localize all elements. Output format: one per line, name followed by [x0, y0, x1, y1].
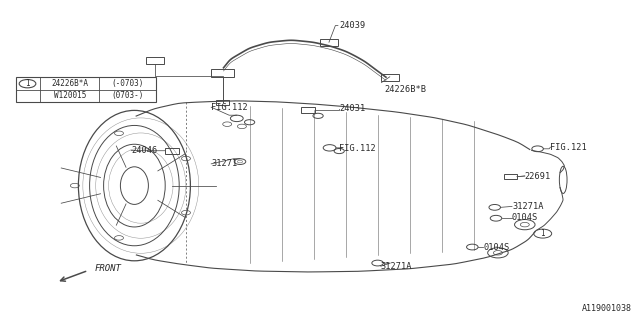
- Bar: [216, 100, 229, 105]
- Text: FIG.121: FIG.121: [550, 143, 587, 152]
- Text: 24226B*B: 24226B*B: [384, 85, 426, 94]
- Bar: [320, 39, 338, 46]
- Text: 24031: 24031: [339, 104, 365, 113]
- Bar: [16, 77, 156, 102]
- Text: (0703-): (0703-): [111, 92, 143, 100]
- Text: 1: 1: [25, 79, 30, 88]
- Bar: [504, 174, 517, 179]
- Text: 24226B*A: 24226B*A: [51, 79, 88, 88]
- Bar: [165, 148, 179, 154]
- Text: 31271: 31271: [211, 159, 237, 168]
- Bar: [146, 57, 164, 64]
- Text: 1: 1: [540, 229, 545, 238]
- Text: W120015: W120015: [54, 92, 86, 100]
- Text: (-0703): (-0703): [111, 79, 143, 88]
- Text: FIG.112: FIG.112: [339, 144, 376, 153]
- Text: 24039: 24039: [339, 21, 365, 30]
- Text: FRONT: FRONT: [95, 264, 122, 273]
- Text: 0104S: 0104S: [483, 243, 509, 252]
- Bar: [211, 69, 234, 77]
- Text: 22691: 22691: [525, 172, 551, 180]
- Text: 24046: 24046: [131, 146, 157, 155]
- Text: FIG.112: FIG.112: [211, 103, 248, 112]
- Text: 31271A: 31271A: [381, 262, 412, 271]
- Bar: [301, 107, 315, 113]
- Text: A119001038: A119001038: [582, 304, 632, 313]
- Text: 0104S: 0104S: [512, 213, 538, 222]
- Text: 31271A: 31271A: [512, 202, 543, 211]
- Bar: [381, 74, 399, 81]
